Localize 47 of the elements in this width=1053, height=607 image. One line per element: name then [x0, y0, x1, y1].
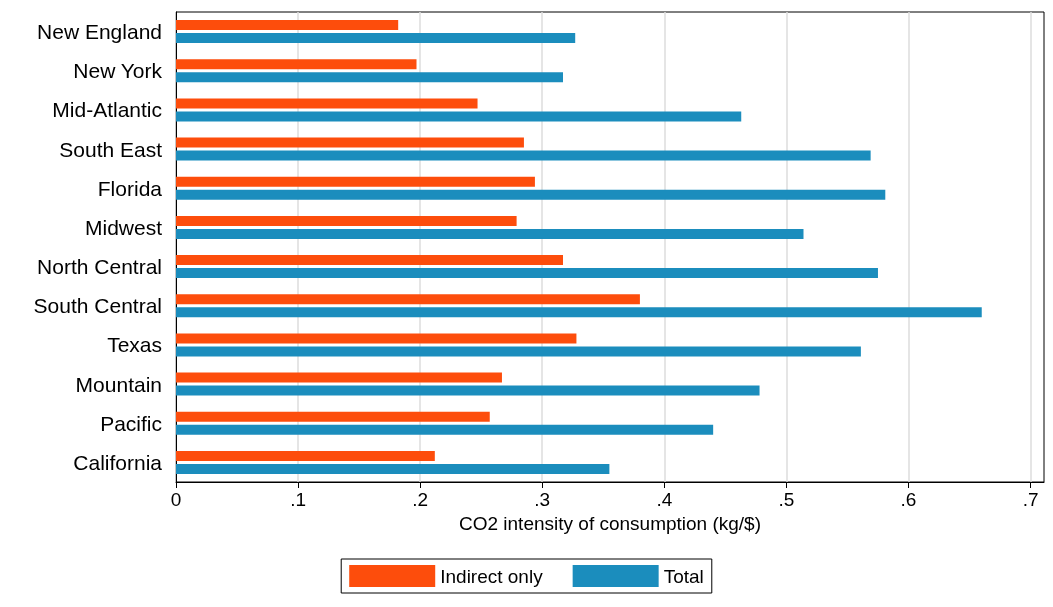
x-tick-label: .3	[534, 489, 551, 510]
bar	[176, 150, 871, 161]
bar	[176, 411, 490, 422]
bar	[176, 385, 760, 396]
bar	[176, 111, 742, 122]
y-tick-label: Pacific	[100, 411, 162, 435]
y-tick-label: South East	[59, 137, 163, 161]
bar	[176, 255, 563, 266]
x-tick-label: .7	[1022, 489, 1039, 510]
x-tick-label: .5	[778, 489, 795, 510]
legend-label: Total	[663, 565, 704, 587]
bar	[176, 189, 886, 200]
y-tick-label: New York	[73, 59, 163, 83]
bar	[176, 215, 517, 226]
y-tick-label: Mountain	[75, 372, 162, 396]
bar	[176, 33, 576, 44]
x-tick-label: .6	[900, 489, 917, 510]
y-tick-label: Mid-Atlantic	[52, 98, 162, 122]
bar	[176, 333, 577, 344]
x-tick-label: .4	[656, 489, 673, 510]
bar	[176, 372, 502, 383]
legend-label: Indirect only	[440, 565, 544, 587]
y-tick-label: South Central	[33, 294, 162, 318]
bar	[176, 59, 417, 70]
y-tick-label: New England	[37, 20, 162, 44]
bar	[176, 463, 610, 474]
bar	[176, 228, 804, 239]
x-tick-label: 0	[170, 489, 182, 510]
x-tick-label: .2	[412, 489, 429, 510]
bar	[176, 268, 878, 279]
y-tick-label: North Central	[37, 255, 162, 279]
bar	[176, 307, 982, 318]
y-tick-label: California	[73, 450, 163, 474]
bar	[176, 346, 861, 357]
bar	[176, 137, 524, 148]
y-tick-label: Midwest	[84, 215, 163, 239]
bar	[176, 72, 563, 83]
y-tick-label: Florida	[97, 176, 163, 200]
x-axis-title: CO2 intensity of consumption (kg/$)	[458, 512, 762, 534]
y-tick-label: Texas	[107, 333, 162, 357]
bar	[176, 450, 435, 461]
x-tick-label: .1	[290, 489, 307, 510]
bar	[176, 98, 478, 109]
bar	[176, 20, 399, 31]
bar	[176, 424, 714, 435]
bar	[176, 294, 640, 305]
bar	[176, 176, 535, 187]
